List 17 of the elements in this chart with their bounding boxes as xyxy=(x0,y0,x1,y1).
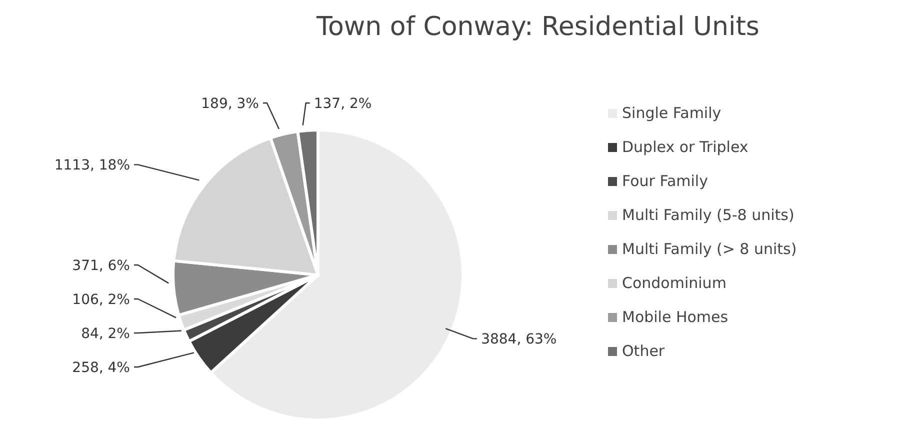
legend-label: Four Family xyxy=(622,172,708,190)
legend-label: Multi Family (5-8 units) xyxy=(622,206,794,224)
legend-label: Condominium xyxy=(622,274,726,292)
data-label: 258, 4% xyxy=(72,360,130,376)
legend-label: Other xyxy=(622,342,665,360)
legend-label: Duplex or Triplex xyxy=(622,138,748,156)
legend-label: Mobile Homes xyxy=(622,308,728,326)
legend-label: Single Family xyxy=(622,104,722,122)
data-label: 106, 2% xyxy=(72,292,130,308)
data-label: 371, 6% xyxy=(72,258,130,274)
legend-label: Multi Family (> 8 units) xyxy=(622,240,797,258)
data-label: 137, 2% xyxy=(314,96,372,112)
data-label: 84, 2% xyxy=(81,326,130,342)
chart-title: Town of Conway: Residential Units xyxy=(315,12,760,42)
data-label: 1113, 18% xyxy=(54,158,130,174)
data-label: 189, 3% xyxy=(201,96,259,112)
data-label: 3884, 63% xyxy=(481,332,557,348)
